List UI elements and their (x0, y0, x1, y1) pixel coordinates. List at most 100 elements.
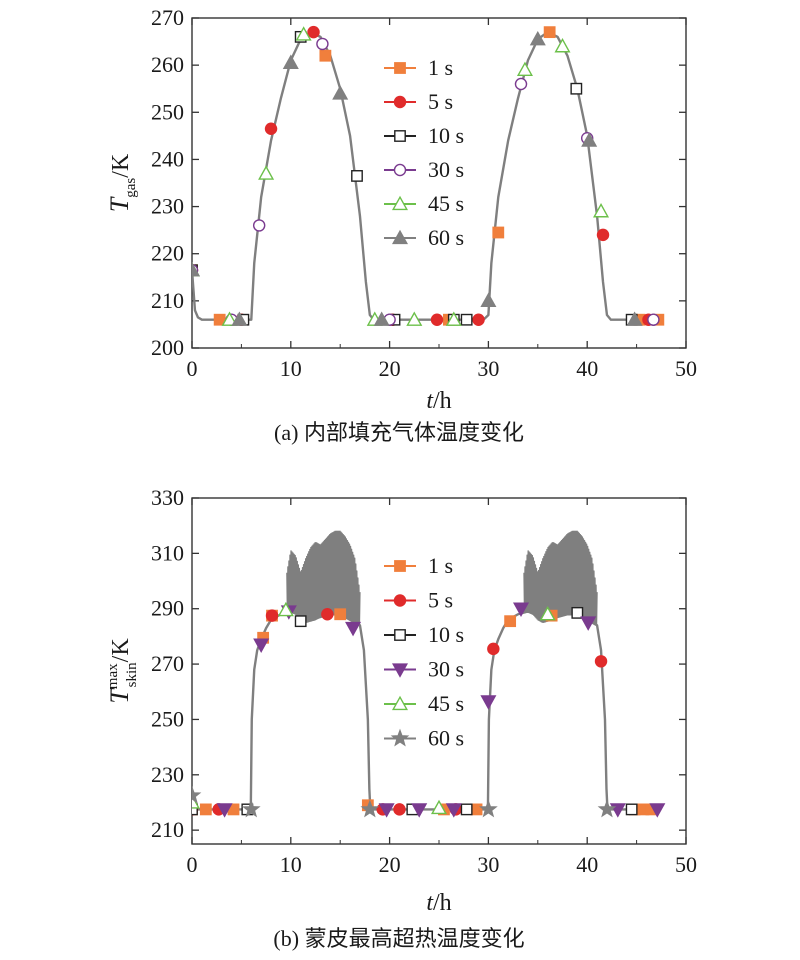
data-point-b-60s-0 (192, 785, 202, 804)
legend-marker-a-60s (391, 229, 409, 245)
data-point-b-30s-3 (345, 621, 362, 637)
legend-marker-b-5s (393, 594, 407, 607)
data-point-a-45s-8 (554, 38, 571, 53)
data-point-b-60s-2 (360, 799, 380, 818)
x-axis-label-b: t/h (426, 890, 451, 916)
legend-marker-a-1s (394, 62, 406, 74)
data-point-b-60s-3 (479, 799, 498, 818)
data-point-a-45s-3 (295, 26, 312, 41)
chart-b-skin-temperature: 0 10 20 30 40 50 210 230 250 270 290 310 330 t/h Tmax s… (105, 485, 697, 951)
y-tick-label-a-220: 220 (151, 241, 184, 266)
x-tick-label-b-50: 50 (675, 852, 697, 877)
x-axis-label-unit-a: /h (433, 388, 452, 414)
legend-label-a-5s: 5 s (428, 89, 453, 114)
legend-marker-a-10s (394, 130, 406, 142)
data-point-a-60s-0 (192, 261, 201, 277)
data-point-a-60s-5 (480, 292, 497, 308)
plot-area-a (192, 25, 665, 326)
y-axis-label-main-b: T (105, 688, 134, 704)
data-point-a-5s-2 (264, 122, 278, 136)
y-tick-label-a-250: 250 (151, 99, 184, 124)
y-tick-label-a-230: 230 (151, 194, 184, 219)
y-tick-label-b-290: 290 (151, 596, 184, 621)
legend-marker-a-30s (393, 163, 407, 177)
y-tick-label-b-230: 230 (151, 762, 184, 787)
data-point-b-30s-6 (445, 803, 462, 818)
plot-area-b (192, 530, 666, 818)
y-tick-label-a-260: 260 (151, 52, 184, 77)
legend-marker-b-1s (394, 560, 406, 572)
data-point-b-30s-8 (512, 602, 530, 617)
x-tick-label-a-0: 0 (187, 356, 198, 381)
data-point-a-60s-1 (231, 311, 248, 326)
y-tick-label-b-270: 270 (151, 651, 184, 676)
x-axis-label-a: t/h (426, 388, 451, 414)
data-point-a-5s-5 (430, 313, 444, 326)
data-point-b-5s-5 (393, 803, 406, 816)
data-point-a-30s-5 (514, 77, 528, 91)
caption-b: (b) 蒙皮最高超热温度变化 (273, 926, 524, 951)
data-point-a-45s-7 (516, 61, 533, 77)
data-point-b-1s-5 (334, 608, 347, 621)
y-axis-label-unit-a: /K (108, 153, 134, 178)
legend-label-b-10s: 10 s (428, 622, 464, 647)
x-tick-label-a-20: 20 (379, 356, 401, 381)
legend-marker-b-30s (391, 663, 409, 678)
y-axis-label-main-a: T (105, 196, 134, 212)
x-tick-label-a-10: 10 (280, 356, 302, 381)
data-point-a-30s-2 (252, 219, 266, 232)
chart-a-gas-temperature: 0 10 20 30 40 50 200 210 220 230 240 250 260 270 t/h Tg… (105, 5, 697, 445)
y-tick-label-b-310: 310 (151, 540, 184, 565)
data-point-a-45s-1 (221, 311, 238, 326)
y-tick-label-a-210: 210 (151, 288, 184, 313)
caption-a: (a) 内部填充气体温度变化 (274, 420, 524, 445)
legend-label-a-45s: 45 s (428, 191, 464, 216)
data-point-b-30s-1 (253, 638, 270, 653)
legend-label-a-1s: 1 s (428, 55, 453, 80)
data-point-b-5s-3 (321, 608, 334, 621)
legend-marker-a-5s (393, 95, 407, 109)
data-point-a-10s-7 (570, 82, 583, 95)
data-point-b-30s-5 (411, 803, 428, 818)
series-b-60s (192, 785, 617, 818)
data-point-b-10s-6 (625, 803, 638, 816)
legend-b: 1 s 5 s 10 s 30 s 45 s 60 s (384, 553, 464, 751)
data-point-a-30s-7 (647, 313, 660, 326)
data-point-b-1s-1 (199, 803, 212, 816)
legend-label-b-45s: 45 s (428, 691, 464, 716)
data-point-a-30s-3 (316, 37, 329, 51)
oscillation-band-b-1 (286, 530, 361, 626)
x-axis-label-main-b: t (426, 890, 434, 916)
y-tick-label-a-200: 200 (151, 335, 184, 360)
data-point-a-1s-4 (492, 226, 505, 239)
data-point-a-60s-6 (529, 30, 546, 46)
data-point-a-45s-2 (258, 165, 275, 180)
data-point-a-45s-6 (445, 311, 462, 326)
series-a-60s (192, 30, 643, 326)
x-tick-label-b-0: 0 (187, 852, 198, 877)
legend-label-a-10s: 10 s (428, 123, 464, 148)
x-tick-label-a-30: 30 (477, 356, 499, 381)
data-point-b-5s-8 (594, 655, 608, 668)
x-axis-label-unit-b: /h (433, 890, 452, 916)
data-point-a-5s-7 (596, 228, 610, 242)
x-tick-label-a-40: 40 (576, 356, 598, 381)
y-axis-label-sub-a: gas (123, 178, 139, 198)
data-point-b-1s-9 (504, 615, 517, 628)
data-point-b-30s-9 (580, 616, 597, 631)
y-tick-label-a-240: 240 (151, 146, 184, 171)
y-axis-label-b: Tmax skin/K (105, 638, 140, 704)
y-tick-label-a-270: 270 (151, 5, 184, 30)
data-point-b-30s-4 (378, 803, 395, 818)
x-tick-label-a-50: 50 (675, 356, 697, 381)
legend-a: 1 s 5 s 10 s 30 s 45 s 60 s (384, 55, 464, 250)
data-point-a-60s-8 (626, 311, 643, 326)
data-point-a-1s-1 (213, 313, 226, 326)
legend-label-b-60s: 60 s (428, 726, 464, 751)
data-point-b-30s-11 (649, 803, 666, 818)
legend-label-a-30s: 30 s (428, 157, 464, 182)
data-point-b-10s-2 (294, 615, 307, 628)
data-point-a-10s-3 (351, 170, 363, 182)
data-point-b-60s-1 (241, 799, 261, 818)
